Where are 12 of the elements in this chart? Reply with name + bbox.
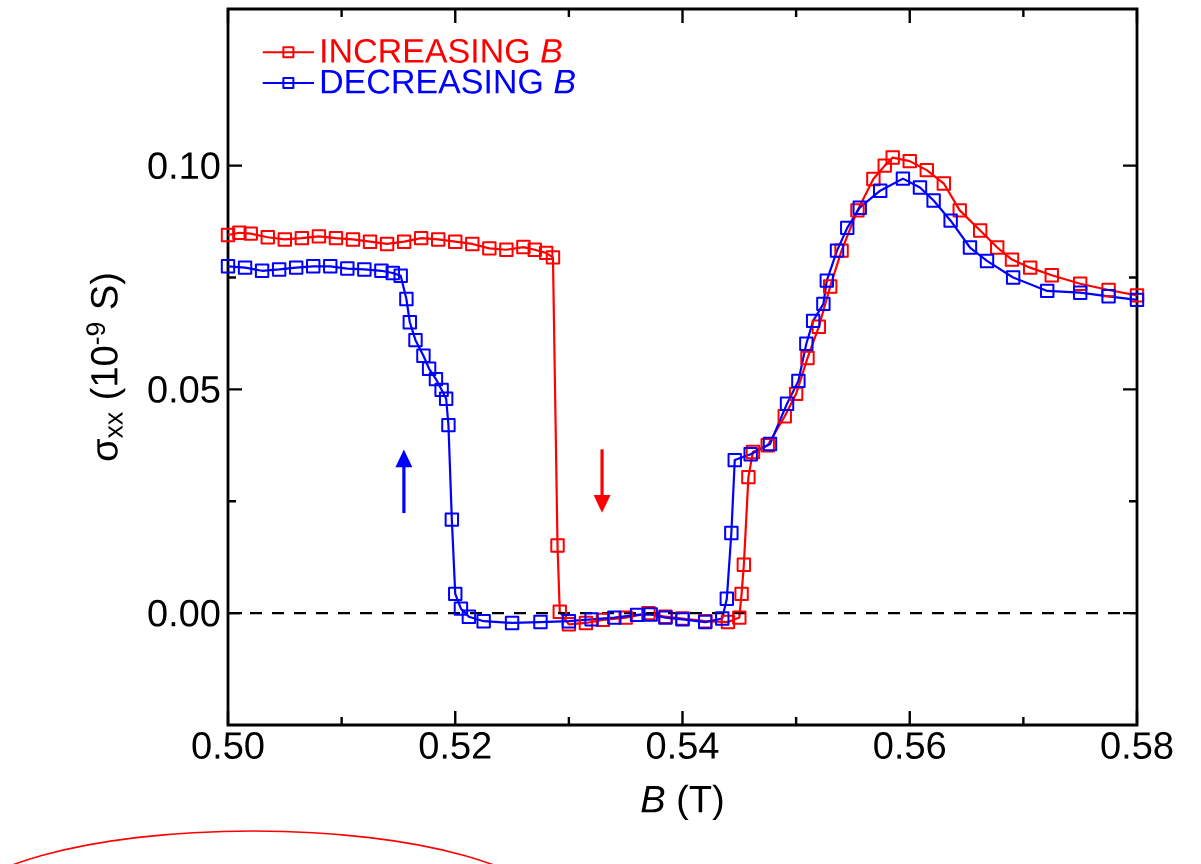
x-tick-label: 0.58 [1101, 732, 1173, 759]
y-tick-label: 0.10 [148, 152, 220, 180]
x-tick-label: 0.50 [192, 732, 264, 759]
y-axis-title: σ$_{xx}$ (10$^{-9}$ S) [86, 274, 126, 461]
x-axis-title: B (T) [641, 784, 723, 821]
x-tick-label: 0.52 [419, 732, 491, 759]
y-tick-label: 0.00 [148, 599, 220, 627]
y-tick-label: 0.05 [148, 375, 220, 403]
x-tick-label: 0.54 [646, 732, 719, 759]
x-tick-label: 0.56 [874, 732, 946, 759]
legend-label: INCREASING B [322, 38, 562, 63]
legend-label: DECREASING B [321, 69, 575, 94]
